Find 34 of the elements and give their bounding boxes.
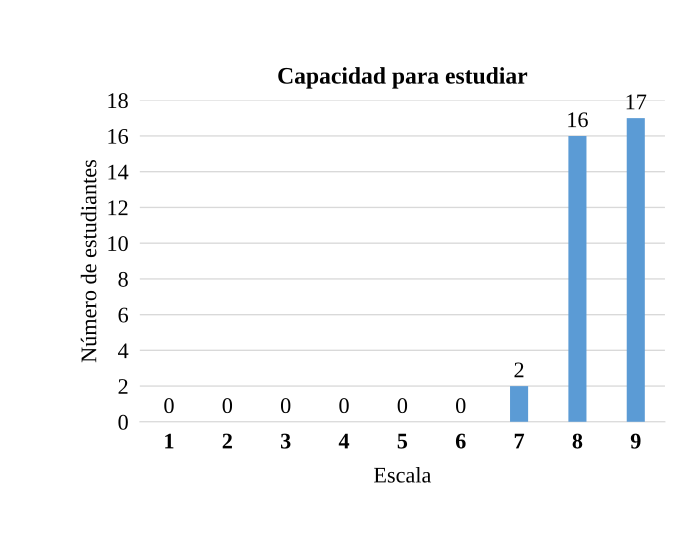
x-tick-label: 7: [514, 434, 524, 448]
y-tick-label: 18: [108, 93, 128, 108]
data-label: 0: [456, 398, 466, 414]
y-axis-title: Número de estudiantes: [80, 160, 96, 362]
y-tick-label: 4: [118, 343, 128, 358]
data-label: 0: [280, 398, 290, 414]
y-tick-label: 16: [108, 128, 128, 144]
data-label: 0: [398, 398, 408, 414]
x-tick-label: 6: [456, 434, 466, 449]
y-tick-label: 12: [108, 200, 128, 216]
data-label: 0: [164, 398, 174, 414]
bar: [626, 118, 645, 422]
y-tick-label: 0: [118, 414, 128, 430]
x-tick-label: 2: [222, 434, 232, 448]
y-tick-label: 6: [118, 308, 128, 323]
x-tick-label: 8: [572, 434, 582, 449]
chart-title: Capacidad para estudiar: [278, 67, 528, 89]
y-tick-label: 14: [108, 164, 128, 180]
x-tick-label: 5: [398, 434, 408, 449]
x-tick-label: 9: [630, 434, 641, 449]
bar: [568, 136, 586, 422]
data-label: 16: [568, 112, 588, 128]
data-label: 2: [514, 362, 524, 378]
x-tick-label: 3: [280, 434, 290, 449]
x-axis-title: Escala: [374, 466, 432, 483]
x-tick-label: 1: [165, 434, 174, 448]
y-tick-label: 10: [108, 236, 128, 252]
data-label: 17: [626, 94, 646, 110]
bar: [510, 386, 528, 422]
x-tick-label: 4: [338, 434, 350, 448]
y-tick-label: 8: [118, 272, 128, 287]
data-label: 0: [222, 398, 232, 414]
y-tick-label: 2: [118, 379, 128, 394]
data-label: 0: [339, 398, 349, 414]
